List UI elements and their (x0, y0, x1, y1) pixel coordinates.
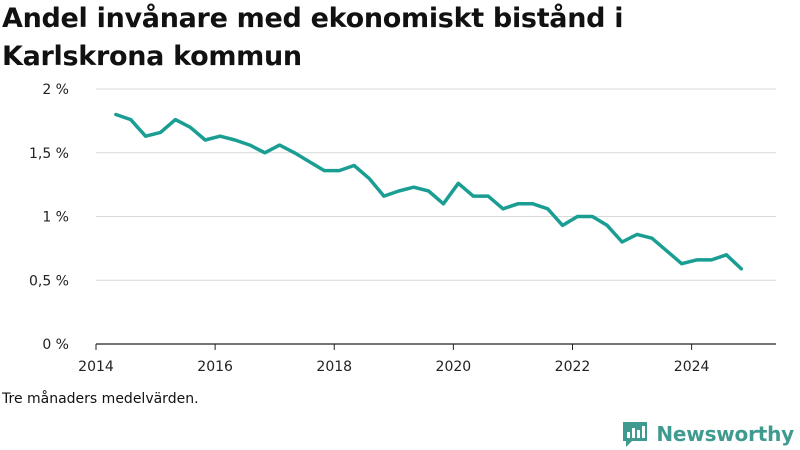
data-point (606, 224, 609, 227)
series (114, 112, 744, 271)
y-axis-labels: 0 % 0,5 % 1 % 1,5 % 2 % (29, 82, 69, 353)
x-tick-label: 2018 (316, 359, 352, 375)
data-point (129, 118, 132, 121)
data-point (293, 151, 296, 154)
data-point (457, 182, 460, 185)
data-point (189, 126, 192, 129)
data-point (263, 151, 266, 154)
data-point (725, 253, 728, 256)
x-tick-label: 2016 (197, 359, 233, 375)
data-point (144, 135, 147, 138)
data-point (204, 138, 207, 142)
y-tick-label: 1,5 % (29, 146, 69, 162)
newsworthy-logo-icon (623, 422, 648, 447)
data-point (338, 169, 341, 172)
footnote: Tre månaders medelvärden. (2, 391, 199, 407)
data-point (531, 202, 534, 205)
chart-title: Andel invånare med ekonomiskt bistånd i … (2, 3, 624, 72)
data-point (114, 113, 118, 116)
data-point (397, 189, 400, 193)
data-point (591, 215, 594, 218)
data-point (695, 258, 698, 262)
data-point (427, 189, 430, 193)
data-point (486, 194, 490, 198)
y-tick-label: 1 % (42, 210, 69, 226)
data-point (710, 258, 713, 262)
x-tick-label: 2014 (78, 359, 114, 375)
y-tick-label: 2 % (42, 82, 69, 98)
data-point (635, 233, 639, 236)
data-point (367, 177, 371, 180)
data-point (323, 169, 326, 172)
x-tick-label: 2020 (436, 359, 472, 375)
data-point (516, 202, 520, 205)
data-point (620, 240, 624, 244)
data-point (561, 224, 564, 227)
data-point (665, 249, 668, 253)
data-point (352, 164, 356, 167)
x-tick-label: 2022 (555, 359, 591, 375)
data-point (501, 207, 505, 210)
brand[interactable]: Newsworthy (620, 419, 794, 449)
data-point (412, 186, 415, 189)
data-point (650, 237, 654, 240)
data-point (680, 262, 683, 265)
data-point (576, 215, 579, 218)
data-point (218, 135, 222, 138)
data-point (546, 207, 549, 210)
data-point (174, 118, 177, 121)
data-point (308, 160, 311, 163)
y-tick-label: 0,5 % (29, 273, 69, 289)
x-tick-label: 2024 (674, 359, 710, 375)
x-axis (95, 343, 776, 350)
data-point (248, 143, 252, 147)
data-point (233, 138, 237, 142)
y-tick-label: 0 % (42, 337, 69, 353)
data-point (442, 202, 445, 205)
data-point (278, 143, 281, 147)
gridlines (96, 88, 776, 281)
data-point (159, 131, 162, 134)
data-point (472, 194, 475, 198)
data-point (382, 194, 386, 198)
x-axis-labels: 2014 2016 2018 2020 2022 2024 (78, 359, 709, 375)
brand-name: Newsworthy (656, 422, 794, 446)
data-point (740, 267, 743, 270)
